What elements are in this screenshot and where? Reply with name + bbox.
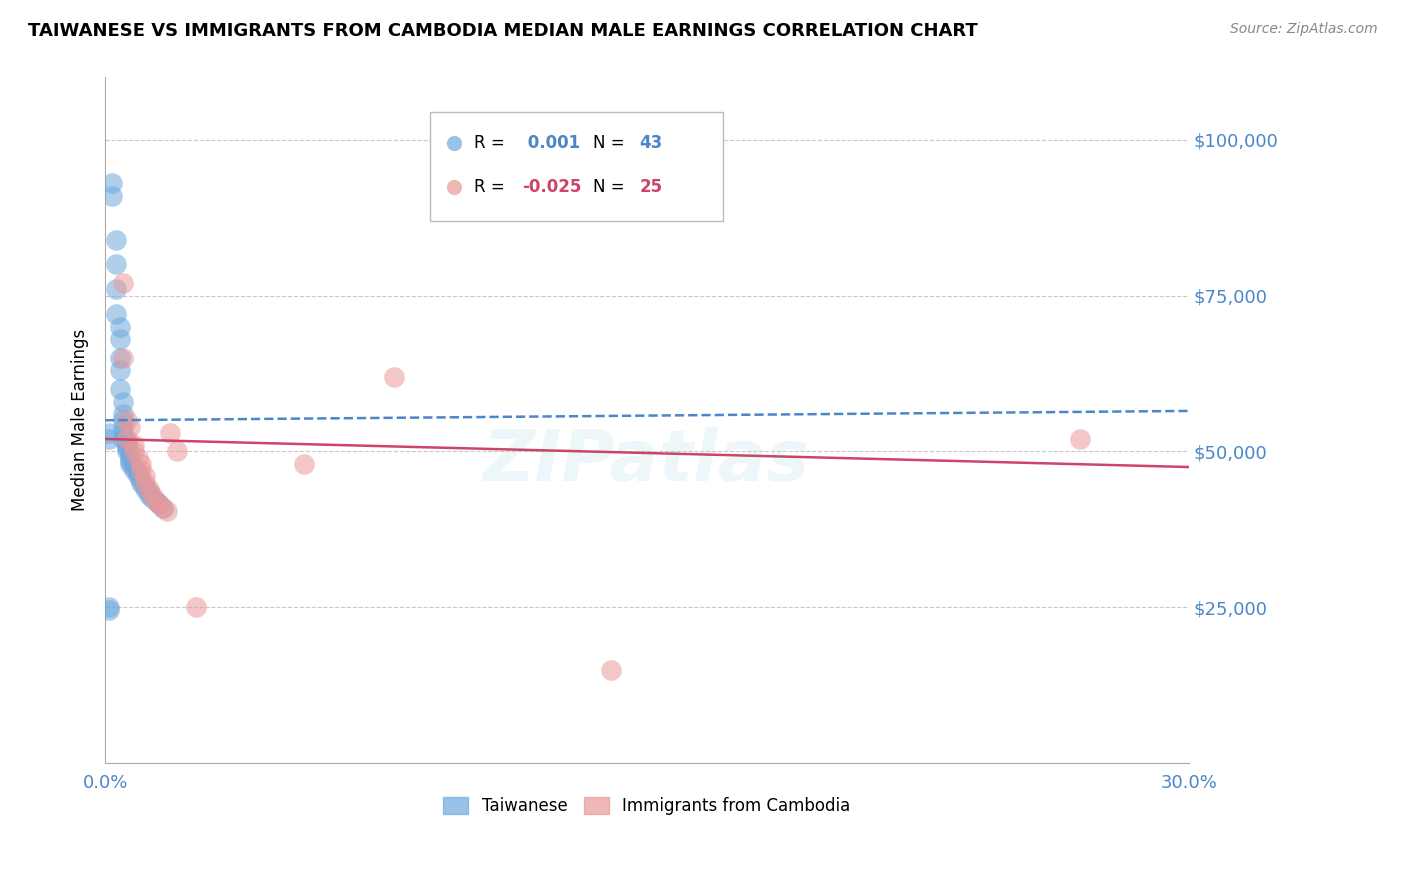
Point: [115, 435, 138, 450]
Point: [108, 332, 131, 346]
Point: [134, 469, 156, 483]
Point: [1257, 756, 1279, 771]
Text: 0.001: 0.001: [523, 134, 581, 152]
Point: [122, 444, 145, 458]
Point: [120, 454, 142, 468]
Point: [108, 319, 131, 334]
Point: [131, 475, 153, 490]
Point: [138, 482, 160, 496]
Point: [115, 438, 138, 452]
Point: [122, 438, 145, 452]
Point: [115, 442, 138, 456]
Point: [97, 600, 120, 615]
Point: [131, 457, 153, 471]
Point: [105, 282, 128, 296]
Point: [156, 504, 179, 518]
Point: [134, 479, 156, 493]
Point: [131, 463, 153, 477]
Point: [108, 382, 131, 396]
Point: [134, 482, 156, 496]
Y-axis label: Median Male Earnings: Median Male Earnings: [72, 329, 89, 511]
Point: [127, 467, 149, 481]
Point: [97, 603, 120, 617]
Point: [166, 444, 188, 458]
Point: [127, 450, 149, 465]
Text: 25: 25: [640, 178, 662, 196]
Point: [105, 233, 128, 247]
Point: [141, 488, 163, 502]
Point: [1069, 432, 1091, 446]
Point: [138, 485, 160, 500]
Text: R =: R =: [474, 178, 509, 196]
Point: [112, 425, 135, 440]
Point: [112, 407, 135, 421]
Point: [105, 257, 128, 271]
Text: 43: 43: [640, 134, 662, 152]
Point: [152, 500, 174, 515]
Point: [115, 432, 138, 446]
Point: [122, 463, 145, 477]
Point: [112, 432, 135, 446]
Point: [159, 425, 181, 440]
Point: [108, 351, 131, 365]
Point: [148, 498, 170, 512]
Point: [115, 413, 138, 427]
Point: [120, 448, 142, 462]
Point: [134, 475, 156, 490]
Point: [101, 177, 124, 191]
Point: [138, 488, 160, 502]
Point: [152, 500, 174, 515]
Point: [184, 600, 207, 615]
Point: [97, 425, 120, 440]
Point: [115, 444, 138, 458]
Text: -0.025: -0.025: [523, 178, 582, 196]
Point: [292, 457, 315, 471]
Point: [97, 432, 120, 446]
Point: [1257, 756, 1279, 771]
Point: [120, 457, 142, 471]
Point: [148, 498, 170, 512]
Legend: Taiwanese, Immigrants from Cambodia: Taiwanese, Immigrants from Cambodia: [434, 789, 859, 823]
Text: R =: R =: [474, 134, 509, 152]
Text: TAIWANESE VS IMMIGRANTS FROM CAMBODIA MEDIAN MALE EARNINGS CORRELATION CHART: TAIWANESE VS IMMIGRANTS FROM CAMBODIA ME…: [28, 22, 977, 40]
Text: N =: N =: [593, 178, 630, 196]
Point: [112, 413, 135, 427]
Point: [120, 419, 142, 434]
Point: [127, 469, 149, 483]
Text: N =: N =: [593, 134, 630, 152]
Point: [101, 189, 124, 203]
Point: [599, 663, 621, 677]
Point: [112, 419, 135, 434]
Point: [112, 276, 135, 290]
FancyBboxPatch shape: [430, 112, 723, 221]
Point: [145, 494, 167, 508]
Point: [112, 394, 135, 409]
Point: [141, 491, 163, 506]
Point: [382, 369, 405, 384]
Point: [112, 351, 135, 365]
Text: Source: ZipAtlas.com: Source: ZipAtlas.com: [1230, 22, 1378, 37]
Point: [105, 307, 128, 321]
Point: [120, 450, 142, 465]
Point: [108, 363, 131, 377]
Text: ZIPatlas: ZIPatlas: [484, 427, 811, 496]
Point: [131, 473, 153, 487]
Point: [145, 494, 167, 508]
Point: [122, 460, 145, 475]
